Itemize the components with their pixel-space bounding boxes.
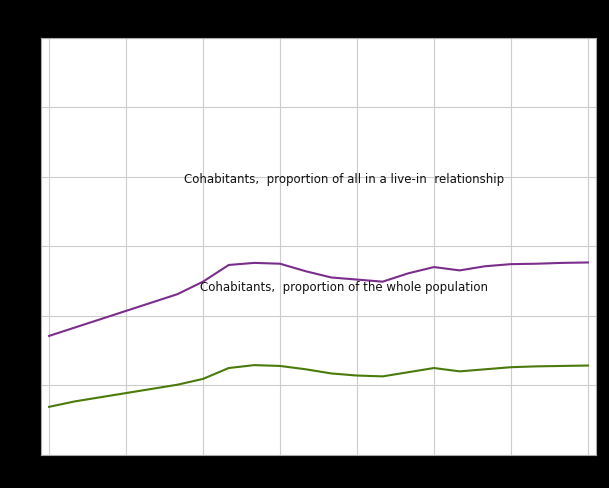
Text: Cohabitants,  proportion of all in a live-in  relationship: Cohabitants, proportion of all in a live… <box>184 173 504 186</box>
Text: Cohabitants,  proportion of the whole population: Cohabitants, proportion of the whole pop… <box>200 282 488 294</box>
